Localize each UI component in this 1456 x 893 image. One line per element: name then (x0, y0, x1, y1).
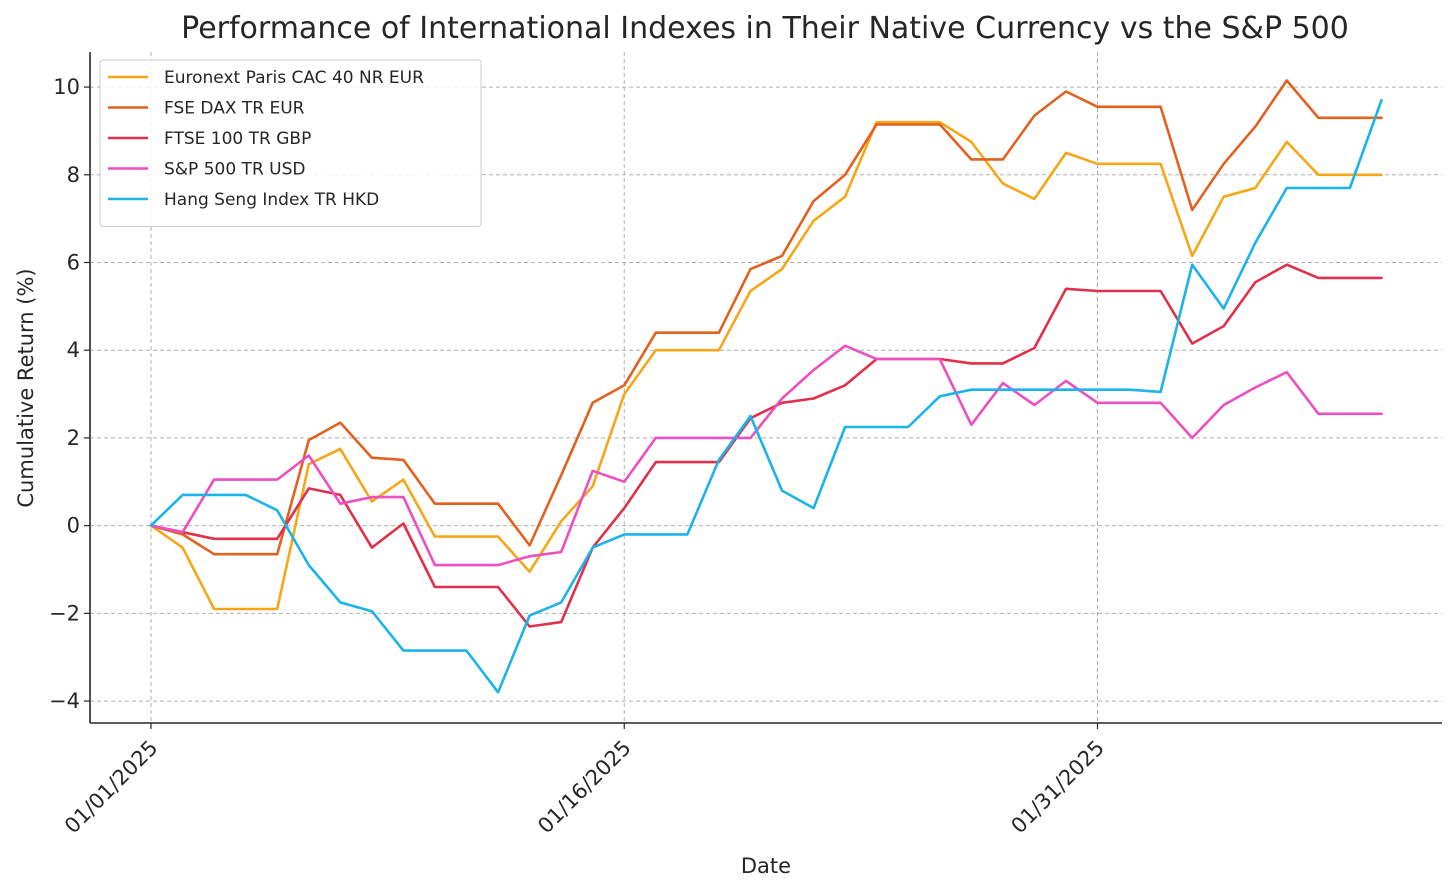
series-lines (149, 79, 1383, 694)
y-tick-label: 2 (67, 426, 80, 450)
series-line-2 (149, 263, 1383, 628)
legend: Euronext Paris CAC 40 NR EUR FSE DAX TR E… (99, 59, 482, 227)
y-axis-label: Cumulative Return (%) (14, 268, 38, 507)
series-line-0 (149, 120, 1383, 611)
axes (89, 52, 1442, 724)
y-tick-label: 6 (67, 251, 80, 275)
series-line-3 (149, 344, 1383, 567)
legend-box (99, 59, 482, 227)
x-ticks: 01/01/2025 01/16/2025 01/31/2025 (60, 723, 1109, 838)
legend-label: Euronext Paris CAC 40 NR EUR (164, 68, 424, 88)
legend-label: FTSE 100 TR GBP (164, 129, 311, 149)
y-tick-label: 0 (67, 514, 80, 538)
y-tick-label: −4 (49, 689, 80, 713)
legend-label: S&P 500 TR USD (164, 160, 305, 180)
y-tick-label: −2 (49, 601, 80, 625)
y-tick-label: 10 (53, 75, 80, 99)
series-line-4 (149, 98, 1383, 694)
x-tick-label: 01/01/2025 (60, 736, 163, 839)
x-tick-label: 01/31/2025 (1006, 736, 1109, 839)
y-tick-label: 4 (67, 338, 80, 362)
chart-title: Performance of International Indexes in … (181, 11, 1349, 46)
legend-label: FSE DAX TR EUR (164, 99, 305, 119)
series-line-1 (149, 79, 1383, 556)
y-tick-label: 8 (67, 163, 80, 187)
y-ticks: −4 −2 0 2 4 6 8 10 (49, 75, 90, 713)
legend-label: Hang Seng Index TR HKD (164, 190, 379, 210)
x-tick-label: 01/16/2025 (533, 736, 636, 839)
x-axis-label: Date (741, 854, 791, 878)
